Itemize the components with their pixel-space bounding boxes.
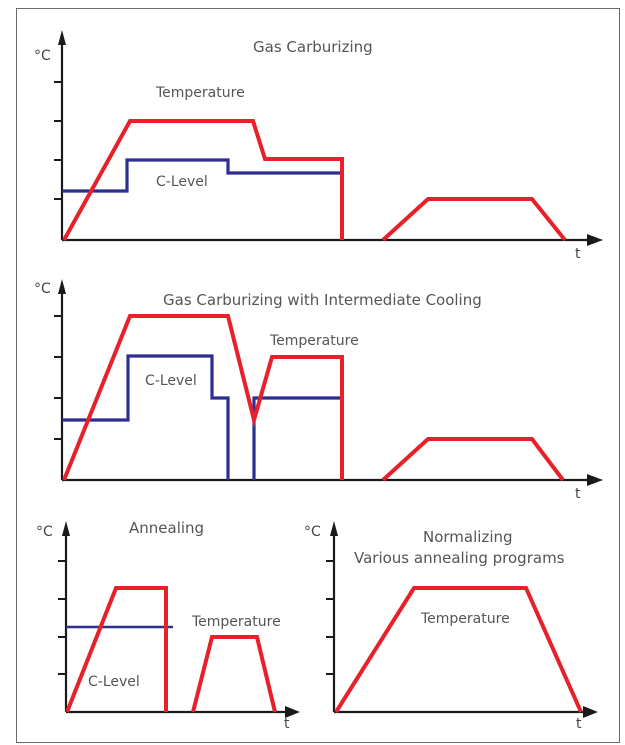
x-axis-arrowhead (587, 474, 603, 486)
panel-title: Gas Carburizing with Intermediate Coolin… (163, 291, 482, 309)
y-axis-arrowhead (58, 30, 66, 45)
c-level-curve (62, 354, 230, 480)
c-level-label: C-Level (156, 174, 208, 190)
y-axis-unit: °C (34, 48, 51, 64)
x-axis-arrowhead (587, 234, 603, 246)
x-axis-label: t (284, 716, 290, 732)
panel-title: Normalizing (423, 528, 513, 546)
x-axis-label: t (575, 486, 581, 502)
y-axis-arrowhead (62, 521, 70, 536)
x-axis-label: t (576, 716, 582, 732)
panel-normalizing: °C t Normalizing Various annealing progr… (304, 521, 598, 732)
y-axis-arrowhead (330, 521, 338, 536)
c-level-label: C-Level (88, 674, 140, 690)
temperature-curve-second-cycle (381, 197, 567, 242)
temperature-curve-second-cycle (191, 635, 277, 713)
temperature-label: Temperature (155, 85, 245, 101)
x-axis-arrowhead (583, 706, 598, 718)
diagram-frame (16, 8, 620, 743)
y-axis-arrowhead (58, 279, 66, 294)
c-level-curve-after-cooling (252, 396, 342, 480)
x-axis-label: t (575, 246, 581, 262)
temperature-curve (62, 119, 344, 241)
panel-title: Gas Carburizing (253, 38, 373, 56)
temperature-curve (62, 314, 344, 481)
panel-gas-carburizing: °C t Gas Carburizing Temperature C-Level (34, 30, 603, 262)
panel-intermediate-cooling: °C t Gas Carburizing with Intermediate C… (34, 279, 603, 502)
temperature-curve-second-cycle (381, 437, 565, 482)
temperature-label: Temperature (191, 614, 281, 630)
temperature-label: Temperature (269, 333, 359, 349)
temperature-curve (334, 586, 583, 714)
y-axis-unit: °C (304, 524, 321, 540)
temperature-curve (65, 586, 168, 713)
panel-subtitle: Various annealing programs (354, 549, 565, 567)
c-level-label: C-Level (145, 373, 197, 389)
y-axis-unit: °C (34, 281, 51, 297)
x-axis-arrowhead (285, 706, 300, 718)
y-axis-unit: °C (36, 524, 53, 540)
panel-title: Annealing (129, 519, 204, 537)
panel-annealing: °C t Annealing Temperature C-Level (36, 519, 300, 732)
temperature-label: Temperature (420, 611, 510, 627)
